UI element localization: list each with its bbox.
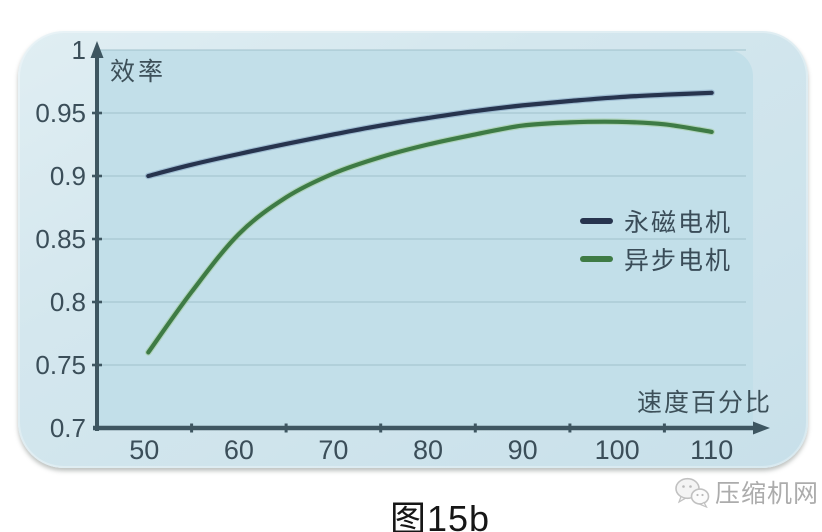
- x-axis-title: 速度百分比: [636, 389, 772, 417]
- y-tick-label-0.75: 0.75: [35, 350, 86, 380]
- legend-label-async-motor: 异步电机: [624, 247, 733, 275]
- wechat-icon: [675, 477, 710, 508]
- x-tick-label-90: 90: [508, 435, 538, 465]
- x-tick-label-110: 110: [690, 435, 733, 465]
- y-tick-label-1: 1: [72, 35, 86, 65]
- legend-item-async-motor: 异步电机: [580, 244, 733, 275]
- y-tick-label-0.7: 0.7: [50, 413, 86, 443]
- y-tick-label-0.9: 0.9: [50, 161, 86, 191]
- y-axis-arrow: [90, 41, 104, 58]
- x-tick-label-60: 60: [224, 435, 254, 465]
- legend: 永磁电机 异步电机: [580, 206, 733, 275]
- legend-swatch-async-motor: [580, 256, 613, 262]
- y-tick-label-0.8: 0.8: [50, 287, 86, 317]
- x-axis-arrow: [753, 421, 770, 435]
- watermark: 压缩机网: [674, 474, 819, 510]
- y-axis-title: 效率: [110, 58, 167, 86]
- x-tick-label-100: 100: [595, 435, 640, 465]
- watermark-text: 压缩机网: [715, 480, 820, 508]
- x-tick-label-50: 50: [129, 435, 159, 465]
- y-tick-label-0.95: 0.95: [35, 98, 86, 128]
- series-line-0: [146, 90, 714, 179]
- x-tick-label-80: 80: [413, 435, 443, 465]
- legend-swatch-pm-motor: [580, 218, 613, 224]
- legend-label-pm-motor: 永磁电机: [624, 209, 733, 237]
- legend-item-pm-motor: 永磁电机: [580, 206, 733, 237]
- y-tick-label-0.85: 0.85: [35, 224, 86, 254]
- series-line-1: [146, 119, 714, 355]
- x-tick-label-70: 70: [318, 435, 348, 465]
- figure-caption: 图15b: [389, 498, 491, 532]
